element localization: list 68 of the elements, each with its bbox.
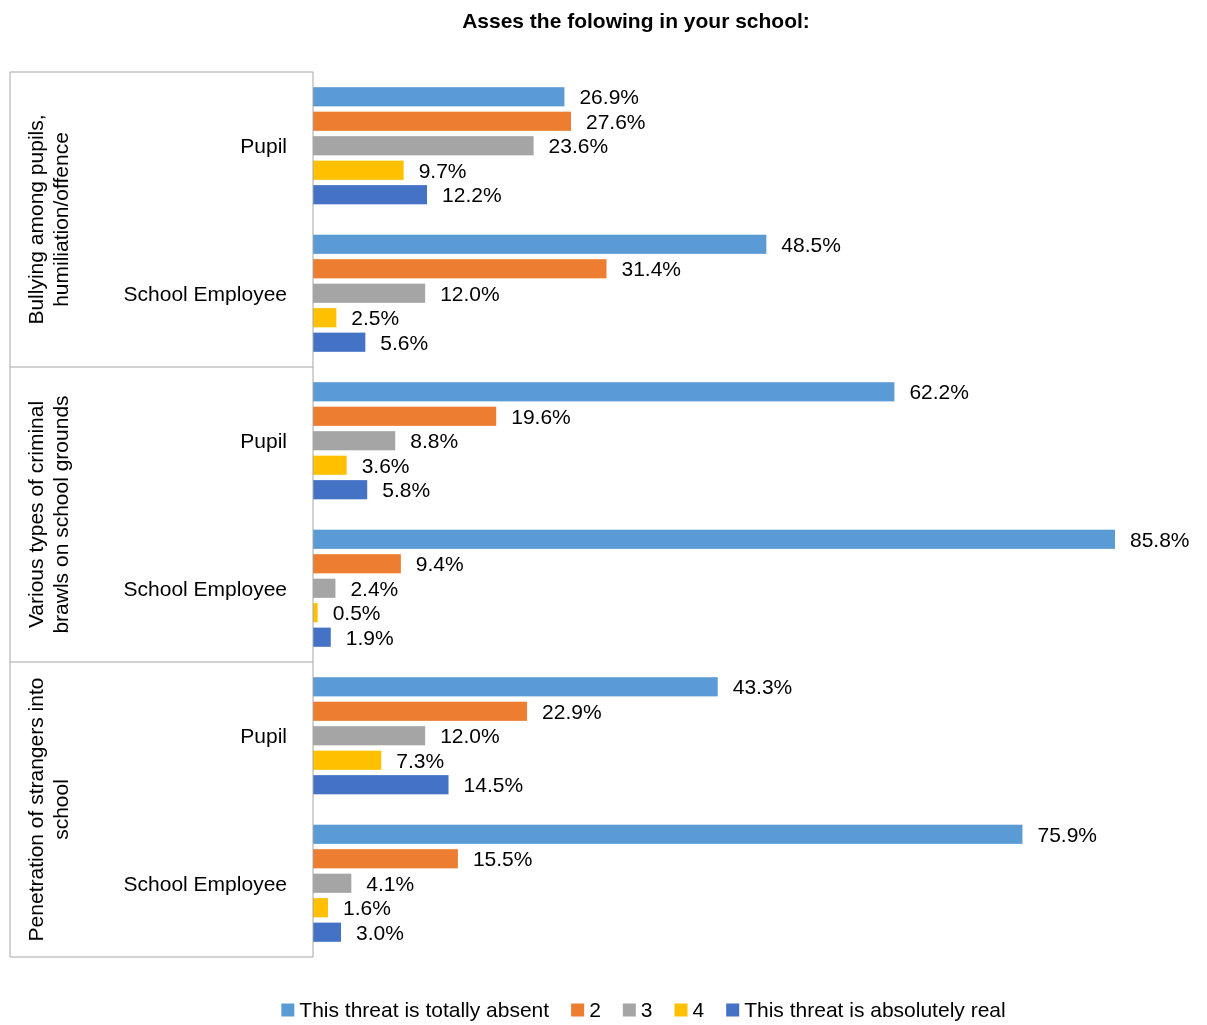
data-label: 62.2% [909,380,969,404]
bar [313,382,895,402]
legend-label: This threat is absolutely real [744,998,1006,1022]
data-label: 5.8% [382,478,431,502]
data-label: 27.6% [585,109,646,133]
bar [313,775,449,795]
bar [313,308,337,328]
data-label: 31.4% [621,257,682,281]
data-label: 5.6% [380,330,429,354]
legend-label: 2 [589,998,601,1022]
y-tick-label: Pupil [240,724,287,748]
bar [313,480,368,500]
bar [313,234,767,254]
data-label: 22.9% [542,699,602,723]
data-label: 2.4% [350,576,399,600]
data-label: 14.5% [463,773,524,797]
bar [313,677,718,697]
bar [313,554,401,574]
y-tick-label: Pupil [240,429,287,453]
bar [313,922,342,942]
bar [313,750,382,770]
text: Various types of criminal brawls on school grounds [23,395,72,634]
bar [313,824,1023,844]
chart-title: Asses the folowing in your school: [462,9,810,32]
bar [313,332,366,352]
bar [313,406,497,426]
legend-label: 4 [692,998,705,1022]
bar [313,185,428,205]
y-tick-label: School Employee [123,576,287,600]
data-label: 15.5% [472,847,533,871]
data-label: 48.5% [781,232,841,256]
bar [313,627,331,647]
bar [313,701,528,721]
data-label: 23.6% [548,134,609,158]
data-label: 19.6% [511,404,571,428]
data-label: 75.9% [1037,822,1098,846]
data-label: 3.0% [356,920,404,944]
text: Penetration of strangers into school [23,677,72,942]
bar [313,455,347,475]
data-label: 0.5% [332,601,381,625]
data-label: 4.1% [366,871,415,895]
legend-label: This threat is totally absent [299,998,550,1022]
data-label: 43.3% [732,675,793,699]
bar [313,87,565,107]
y-tick-label: School Employee [123,871,287,895]
data-label: 7.3% [396,748,445,772]
data-label: 3.6% [361,453,410,477]
y-tick-label: School Employee [123,281,287,305]
y-tick-label: Pupil [240,134,287,158]
text: Bullying among pupils, humiliation/offence [23,114,72,325]
data-label: 85.8% [1130,527,1190,551]
bar [313,259,607,279]
data-label: 9.4% [415,552,464,576]
data-label: 9.7% [418,158,467,182]
bar [313,898,328,918]
data-label: 8.8% [410,429,459,453]
data-label: 2.5% [351,306,400,330]
bar [313,160,404,180]
legend-label: 3 [640,998,653,1022]
data-label: 26.9% [579,85,639,109]
data-label: 1.6% [342,896,391,920]
data-label: 12.0% [440,281,500,305]
data-label: 1.9% [345,625,394,649]
data-label: 12.0% [440,724,500,748]
bar [313,529,1115,549]
bar [313,849,458,869]
data-label: 12.2% [442,183,502,207]
bar [313,111,571,131]
